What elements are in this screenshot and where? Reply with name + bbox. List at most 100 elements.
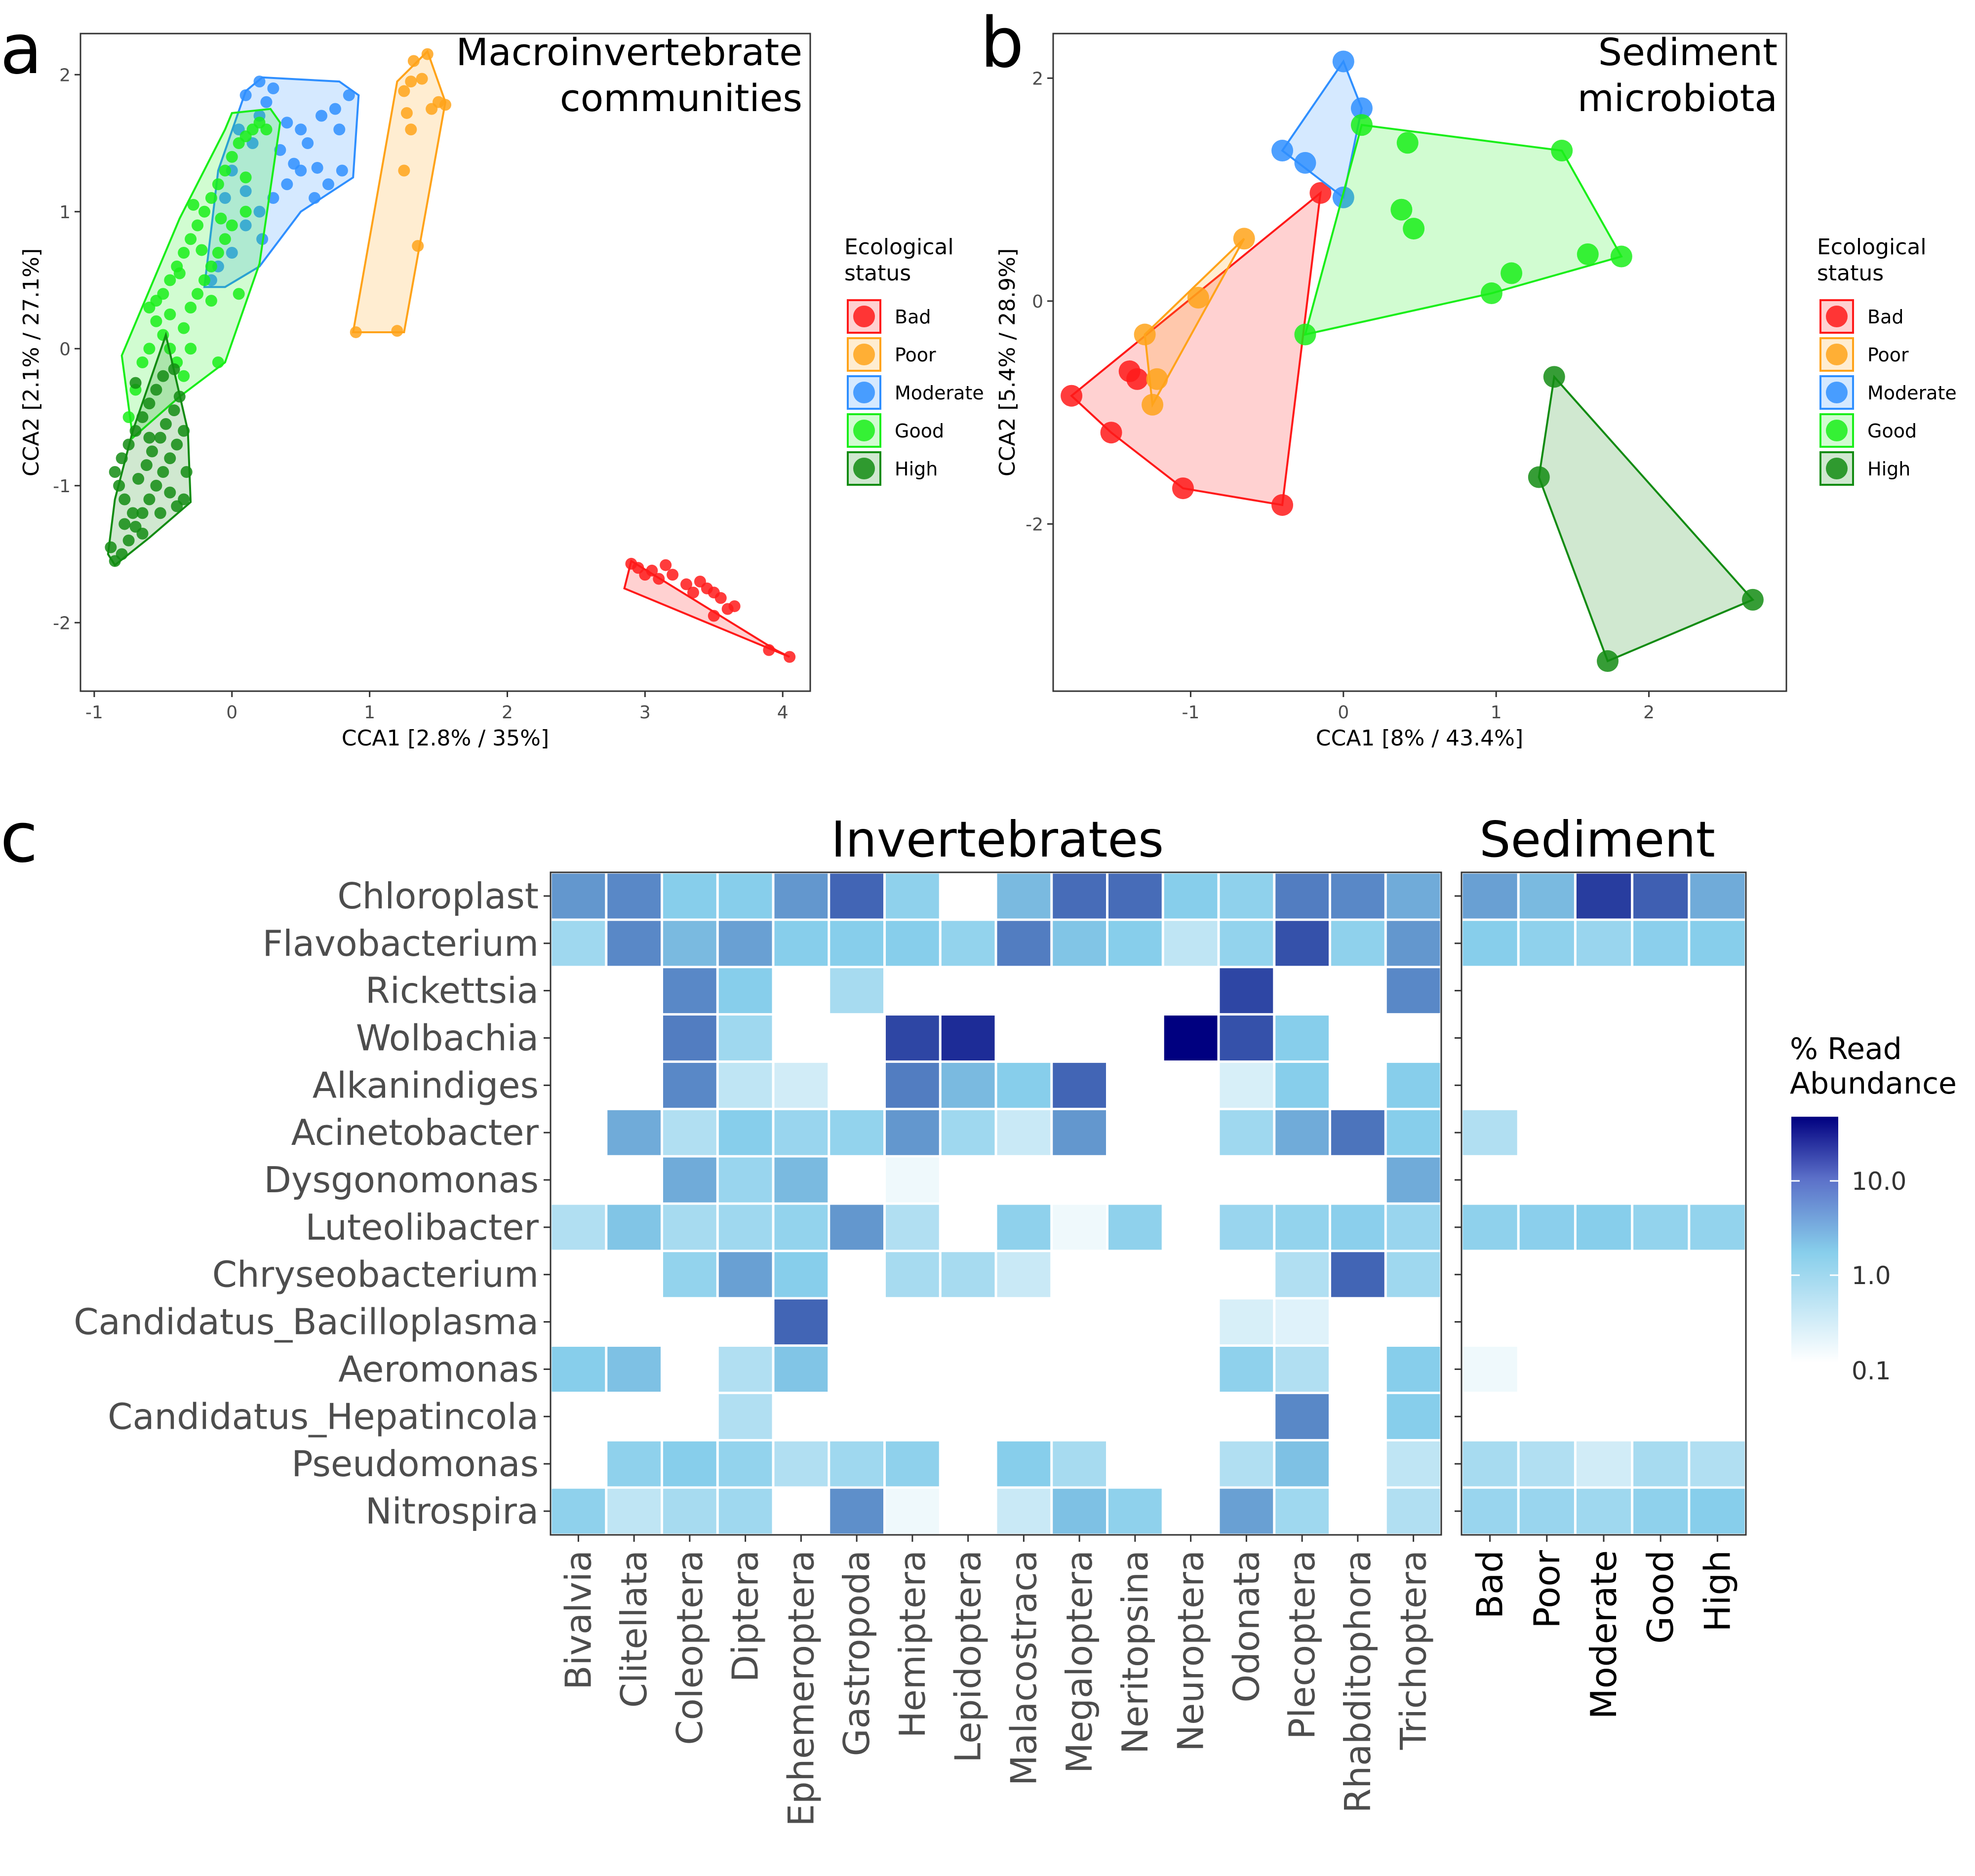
heatmap-cell (552, 1299, 605, 1345)
heatmap-cell (552, 873, 605, 919)
point-high (118, 518, 131, 530)
heatmap-cell (1275, 1347, 1329, 1392)
heatmap-cell (607, 1299, 661, 1345)
point-high (143, 397, 156, 410)
heatmap-cell (663, 1252, 716, 1297)
point-good (1294, 323, 1316, 346)
point-high (178, 493, 190, 506)
panel-letter-a: a (0, 9, 42, 90)
heatmap-cell (607, 873, 661, 919)
heatmap-cell (1108, 1110, 1162, 1155)
heatmap-cell (1053, 1205, 1106, 1250)
heatmap-cell (1275, 1205, 1329, 1250)
point-good (136, 356, 149, 368)
heatmap-cell (663, 921, 716, 966)
heatmap-cell (552, 968, 605, 1014)
point-moderate (1271, 140, 1294, 162)
heatmap-cell (552, 1488, 605, 1534)
heatmap-cell (1164, 1157, 1218, 1203)
panel-a-title-line2: communities (560, 76, 802, 120)
heatmap-cell (552, 1441, 605, 1486)
heatmap-cell (1462, 1016, 1517, 1061)
heatmap-cell (886, 873, 939, 919)
heatmap-cell (1053, 1488, 1106, 1534)
heatmap-cell (1690, 1299, 1745, 1345)
heatmap-cell (830, 1441, 883, 1486)
heatmap-cell (552, 1205, 605, 1250)
heatmap-cell (1331, 1299, 1384, 1345)
point-good (212, 178, 224, 191)
heatmap-cell (1519, 1062, 1574, 1108)
point-moderate (239, 89, 252, 101)
heatmap-cell (1519, 1347, 1574, 1392)
point-bad (680, 578, 693, 590)
heatmap-cell (997, 968, 1051, 1014)
heatmap-cell (1331, 1394, 1384, 1439)
heatmap-cell (1220, 1394, 1273, 1439)
heatmap-cell (1462, 1062, 1517, 1108)
heatmap-cell (1690, 1488, 1745, 1534)
heatmap-cell (663, 1062, 716, 1108)
heatmap-cell (1576, 1157, 1631, 1203)
point-moderate (281, 117, 293, 129)
point-good (164, 274, 176, 286)
heatmap-col-label: Good (1640, 1550, 1681, 1644)
point-bad (1126, 368, 1148, 390)
heatmap-cell (1331, 1441, 1384, 1486)
heatmap-cell (1108, 1394, 1162, 1439)
heatmap-cell (1220, 1062, 1273, 1108)
point-good (198, 274, 210, 286)
heatmap-cell (1633, 1299, 1688, 1345)
heatmap-row-label: Chloroplast (337, 875, 539, 917)
heatmap-cell (1164, 1394, 1218, 1439)
point-high (154, 431, 166, 444)
heatmap-cell (1220, 921, 1273, 966)
colorbar-title-line2: Abundance (1790, 1066, 1957, 1101)
heatmap-cell (830, 1157, 883, 1203)
heatmap-title-invertebrates: Invertebrates (831, 811, 1164, 868)
legend-label-moderate: Moderate (1867, 382, 1957, 404)
heatmap-cell (1462, 1205, 1517, 1250)
point-good (187, 198, 199, 211)
point-moderate (1332, 186, 1354, 208)
heatmap-cell (830, 968, 883, 1014)
heatmap-colorbar-legend: % Read Abundance 10.0 1.0 0.1 (1790, 1032, 1957, 1385)
point-high (178, 425, 190, 437)
heatmap-cell (997, 1441, 1051, 1486)
panel-b-title-line1: Sediment (1598, 30, 1778, 74)
point-moderate (336, 164, 348, 177)
heatmap-cell (1690, 1205, 1745, 1250)
heatmap-cell (1386, 1110, 1440, 1155)
point-high (1597, 650, 1619, 672)
heatmap-cell (1053, 1252, 1106, 1297)
heatmap-cell (1108, 1157, 1162, 1203)
heatmap-cell (774, 873, 828, 919)
legend-marker (853, 344, 875, 365)
point-high (116, 452, 128, 465)
heatmap-cell (1275, 1016, 1329, 1061)
hull-good (120, 108, 281, 440)
point-good (205, 260, 217, 273)
heatmap-cell (663, 1394, 716, 1439)
y-tick-label: 1 (59, 202, 71, 223)
point-high (157, 466, 169, 478)
y-tick-label: 0 (1032, 292, 1043, 312)
point-poor (1233, 228, 1255, 250)
point-good (185, 343, 197, 355)
point-good (205, 295, 217, 307)
heatmap-cell (1462, 1488, 1517, 1534)
heatmap-cell (552, 1110, 605, 1155)
heatmap-col-label: Coleoptera (669, 1550, 711, 1745)
heatmap-cell (1275, 1062, 1329, 1108)
heatmap-cell (1519, 1299, 1574, 1345)
heatmap-cell (774, 1299, 828, 1345)
legend-marker (1826, 382, 1848, 403)
heatmap-cell (1633, 921, 1688, 966)
heatmap-cell (663, 1205, 716, 1250)
x-tick-label: -1 (85, 703, 103, 723)
point-good (205, 192, 217, 204)
heatmap-cell (941, 921, 995, 966)
heatmap-col-label: Lepidoptera (948, 1550, 989, 1763)
heatmap-col-label: Diptera (725, 1550, 766, 1682)
heatmap-cell (1462, 1157, 1517, 1203)
